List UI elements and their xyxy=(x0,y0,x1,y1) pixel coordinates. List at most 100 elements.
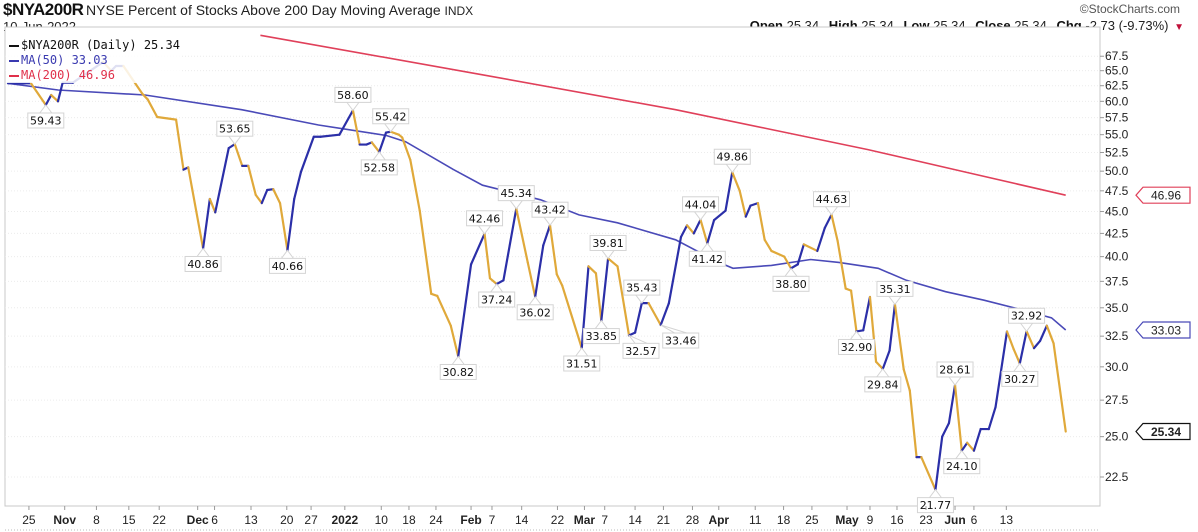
annotation-pointer xyxy=(543,216,557,227)
x-tick-label: 22 xyxy=(153,513,167,527)
x-tick-label: 11 xyxy=(749,513,762,527)
x-tick-label: 18 xyxy=(777,513,791,527)
legend-ma50: MA(50) 33.03 xyxy=(9,53,180,68)
annotation-label: 53.65 xyxy=(219,123,251,136)
price-segment-down xyxy=(1045,324,1055,345)
value-annotation: 41.42 xyxy=(688,242,726,267)
x-tick-label: 7 xyxy=(489,513,496,527)
price-segment-up xyxy=(293,170,303,201)
annotation-label: 44.04 xyxy=(685,198,717,211)
annotation-pointer xyxy=(725,163,739,174)
price-segment-up xyxy=(888,303,897,352)
legend-swatch-ma200 xyxy=(9,74,19,77)
y-tick-label: 62.5 xyxy=(1105,79,1129,93)
price-segment-up xyxy=(659,302,670,327)
price-segment-up xyxy=(56,81,64,103)
price-segment-up xyxy=(338,109,355,136)
copyright[interactable]: ©StockCharts.com xyxy=(1079,2,1180,16)
annotation-pointer xyxy=(660,324,687,334)
annotation-pointer xyxy=(1020,322,1033,333)
x-tick-label: May xyxy=(835,513,859,527)
price-segment-down xyxy=(555,273,564,287)
price-segment-up xyxy=(934,435,944,491)
price-segment-down xyxy=(146,98,159,119)
annotation-pointer xyxy=(478,225,491,235)
price-segment-down xyxy=(908,389,918,459)
annotation-label: 32.90 xyxy=(841,341,873,354)
annotation-label: 49.86 xyxy=(717,151,749,164)
y-tick-label: 42.5 xyxy=(1105,226,1129,240)
value-annotation: 35.31 xyxy=(876,280,914,306)
annotation-pointer xyxy=(700,242,714,252)
exchange-label: INDX xyxy=(444,4,474,18)
price-segment-down xyxy=(436,294,452,327)
annotation-pointer xyxy=(228,135,242,146)
price-segment-down xyxy=(233,143,244,167)
price-segment-down xyxy=(488,277,498,286)
price-segment-down xyxy=(606,257,619,268)
x-tick-label: 25 xyxy=(805,513,819,527)
annotation-box xyxy=(216,120,254,137)
annotation-pointer xyxy=(509,200,523,210)
tag-box xyxy=(1135,422,1191,441)
x-tick-label: 20 xyxy=(280,513,294,527)
x-tick-label: 28 xyxy=(686,513,700,527)
annotation-box xyxy=(1001,370,1039,387)
price-segment-down xyxy=(50,93,60,103)
price-segment-down xyxy=(830,213,839,242)
price-segment-down xyxy=(156,115,178,121)
y-tick-label: 32.5 xyxy=(1105,329,1129,343)
chg-value: -2.73 (-9.73%) xyxy=(1085,18,1169,33)
price-segment-down xyxy=(561,284,583,350)
annotation-label: 55.42 xyxy=(375,110,407,123)
annotation-label: 40.86 xyxy=(187,258,219,271)
annotation-label: 35.43 xyxy=(626,282,658,295)
tag-label: 46.96 xyxy=(1151,189,1181,203)
price-segment-down xyxy=(685,224,695,235)
annotation-box xyxy=(582,328,620,345)
annotation-box xyxy=(876,280,914,297)
annotation-pointer xyxy=(850,330,863,340)
price-segment-up xyxy=(1018,330,1028,365)
price-segment-down xyxy=(738,189,747,218)
price-segment-up xyxy=(201,197,211,250)
y-tick-label: 55.0 xyxy=(1105,128,1129,142)
annotation-box xyxy=(497,185,535,202)
legend-ma200-label: MA(200) 46.96 xyxy=(21,68,115,82)
description-text: NYSE Percent of Stocks Above 200 Day Mov… xyxy=(86,2,441,18)
annotation-pointer xyxy=(627,334,648,344)
annotation-box xyxy=(1008,307,1046,324)
price-segment-down xyxy=(874,360,884,370)
price-segment-up xyxy=(457,263,473,358)
x-tick-label: 9 xyxy=(867,513,874,527)
annotation-box xyxy=(623,279,661,296)
legend-swatch-ma50 xyxy=(9,59,19,62)
last-value-tag: 25.34 xyxy=(1135,422,1191,441)
last-value-tag: 46.96 xyxy=(1135,186,1191,204)
price-segment-up xyxy=(633,302,643,334)
annotation-label: 40.66 xyxy=(272,260,304,273)
price-segment-up xyxy=(744,204,752,218)
annotation-box xyxy=(268,257,306,274)
annotation-box xyxy=(516,304,554,321)
price-segment-up xyxy=(378,131,388,154)
price-segment-down xyxy=(401,136,412,161)
y-tick-label: 27.5 xyxy=(1105,393,1129,407)
price-segment-up xyxy=(214,147,230,214)
annotation-pointer xyxy=(575,347,589,357)
x-tick-label: 18 xyxy=(402,513,416,527)
value-annotation: 44.63 xyxy=(813,191,850,216)
annotation-pointer xyxy=(929,488,942,498)
price-segment-down xyxy=(893,303,905,371)
annotation-label: 28.61 xyxy=(939,363,971,376)
annotation-pointer xyxy=(825,206,838,216)
ma200-line xyxy=(260,34,1066,196)
value-annotation: 38.80 xyxy=(772,267,810,292)
price-segment-up xyxy=(679,224,689,239)
price-segment-up xyxy=(534,244,545,298)
annotation-box xyxy=(27,112,65,129)
annotation-box xyxy=(682,196,720,213)
value-annotation: 40.86 xyxy=(184,247,222,272)
value-annotation: 45.34 xyxy=(497,185,535,210)
